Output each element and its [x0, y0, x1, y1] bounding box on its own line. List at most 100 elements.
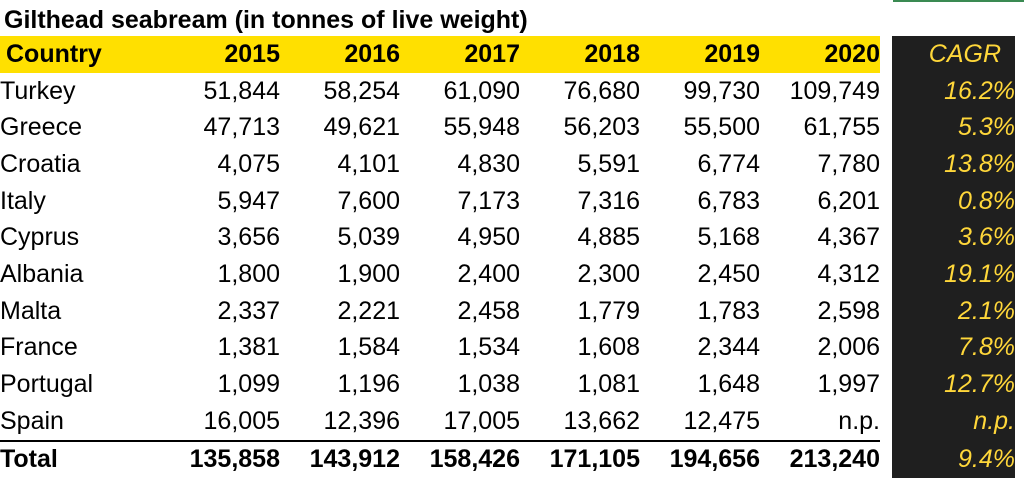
value-cell-2015: 47,713: [203, 113, 280, 142]
column-gap: [880, 182, 892, 220]
cagr-cell: 12.7%: [892, 366, 1015, 403]
header-year-2015: 2015: [160, 36, 280, 73]
seabream-production-table: Country 2015 2016 2017 2018 2019 2020 CA…: [0, 36, 1015, 479]
value-cell-2020: 213,240: [760, 439, 880, 479]
value-cell-2020: 2,006: [817, 333, 880, 362]
country-name: Croatia: [0, 149, 81, 178]
value-cell-2017: 2,400: [457, 259, 520, 288]
value-cell-2017: 1,038: [457, 370, 520, 399]
value-cell-2015: 1,099: [217, 370, 280, 399]
cagr-cell: 5.3%: [892, 109, 1015, 147]
value-cell-2016: 12,396: [323, 406, 400, 435]
cagr-cell: 7.8%: [892, 329, 1015, 367]
total-row: Total 135,858 143,912 158,426 171,105 194,656…: [0, 439, 1015, 479]
country-name: Portugal: [0, 370, 94, 399]
column-gap: [880, 72, 892, 110]
value-cell-2020: n.p.: [838, 406, 880, 435]
value-cell-2016: 58,254: [323, 76, 400, 105]
value-cell-2015: 1,381: [217, 333, 280, 362]
column-gap: [880, 109, 892, 147]
country-name: Spain: [0, 406, 64, 435]
value-cell-2016: 1,900: [337, 259, 400, 288]
value-cell-2018: 76,680: [563, 76, 640, 105]
value-cell-2019: 6,774: [697, 149, 760, 178]
table-row: France 1,381 1,584 1,534 1,608 2,344 2,006 7.8%: [0, 329, 1015, 367]
column-gap: [880, 146, 892, 183]
value-cell-2015: 51,844: [203, 76, 280, 105]
value-cell-2018: 1,779: [577, 296, 640, 325]
header-year-2018: 2018: [520, 36, 640, 73]
table-row: Croatia 4,075 4,101 4,830 5,591 6,774 7,780 13.…: [0, 146, 1015, 183]
header-year-2020: 2020: [760, 36, 880, 73]
value-cell-2020: 2,598: [817, 296, 880, 325]
table-row: Turkey 51,844 58,254 61,090 76,680 99,730 109,…: [0, 72, 1015, 110]
value-cell-2016: 143,912: [280, 439, 400, 479]
table-title: Gilthead seabream (in tonnes of live wei…: [4, 6, 528, 34]
value-cell-2018: 5,591: [577, 149, 640, 178]
value-cell-2018: 4,885: [577, 223, 640, 252]
country-name: Greece: [0, 113, 82, 142]
cagr-cell: n.p.: [892, 402, 1015, 441]
header-country: Country: [0, 36, 160, 73]
value-cell-2019: 1,648: [697, 370, 760, 399]
value-cell-2015: 16,005: [203, 406, 280, 435]
value-cell-2018: 171,105: [520, 439, 640, 479]
header-year-2017: 2017: [400, 36, 520, 73]
value-cell-2020: 109,749: [789, 76, 880, 105]
value-cell-2020: 61,755: [803, 113, 880, 142]
value-cell-2017: 4,830: [457, 149, 520, 178]
header-gap: [880, 36, 892, 73]
value-cell-2018: 13,662: [563, 406, 640, 435]
value-cell-2020: 4,367: [817, 223, 880, 252]
cagr-cell: 13.8%: [892, 146, 1015, 183]
value-cell-2018: 56,203: [563, 113, 640, 142]
table-row: Italy 5,947 7,600 7,173 7,316 6,783 6,201 0.8%: [0, 182, 1015, 220]
value-cell-2017: 17,005: [443, 406, 520, 435]
value-cell-2015: 5,947: [217, 186, 280, 215]
value-cell-2020: 7,780: [817, 149, 880, 178]
value-cell-2019: 55,500: [683, 113, 760, 142]
value-cell-2018: 2,300: [577, 259, 640, 288]
country-name: Turkey: [0, 76, 76, 105]
value-cell-2019: 99,730: [683, 76, 760, 105]
value-cell-2017: 61,090: [443, 76, 520, 105]
column-gap: [880, 292, 892, 330]
country-name: Italy: [0, 186, 46, 215]
column-gap: [880, 440, 892, 479]
value-cell-2015: 135,858: [160, 439, 280, 479]
header-year-2019: 2019: [640, 36, 760, 73]
column-gap: [880, 329, 892, 367]
header-row: Country 2015 2016 2017 2018 2019 2020 CA…: [0, 36, 1015, 73]
country-name: France: [0, 333, 78, 362]
cagr-cell: 19.1%: [892, 256, 1015, 293]
value-cell-2017: 7,173: [457, 186, 520, 215]
value-cell-2015: 2,337: [217, 296, 280, 325]
value-cell-2019: 194,656: [640, 439, 760, 479]
cagr-cell: 0.8%: [892, 182, 1015, 220]
header-cagr: CAGR: [892, 36, 1015, 73]
value-cell-2017: 4,950: [457, 223, 520, 252]
cagr-cell: 2.1%: [892, 292, 1015, 330]
value-cell-2017: 158,426: [400, 439, 520, 479]
table-row: Spain 16,005 12,396 17,005 13,662 12,475 n.p. n…: [0, 402, 1015, 441]
corner-accent-line: [893, 0, 1024, 2]
country-name: Malta: [0, 296, 62, 325]
value-cell-2019: 1,783: [697, 296, 760, 325]
value-cell-2015: 3,656: [217, 223, 280, 252]
value-cell-2019: 12,475: [683, 406, 760, 435]
value-cell-2019: 5,168: [697, 223, 760, 252]
column-gap: [880, 256, 892, 293]
value-cell-2017: 1,534: [457, 333, 520, 362]
value-cell-2019: 2,344: [697, 333, 760, 362]
column-gap: [880, 402, 892, 441]
cagr-cell: 9.4%: [892, 440, 1015, 479]
value-cell-2016: 49,621: [323, 113, 400, 142]
value-cell-2017: 2,458: [457, 296, 520, 325]
table-row: Greece 47,713 49,621 55,948 56,203 55,500 61,7…: [0, 109, 1015, 147]
value-cell-2018: 1,608: [577, 333, 640, 362]
table-row: Portugal 1,099 1,196 1,038 1,081 1,648 1,997 12…: [0, 366, 1015, 403]
value-cell-2018: 7,316: [577, 186, 640, 215]
column-gap: [880, 366, 892, 403]
header-year-2016: 2016: [280, 36, 400, 73]
value-cell-2020: 6,201: [817, 186, 880, 215]
